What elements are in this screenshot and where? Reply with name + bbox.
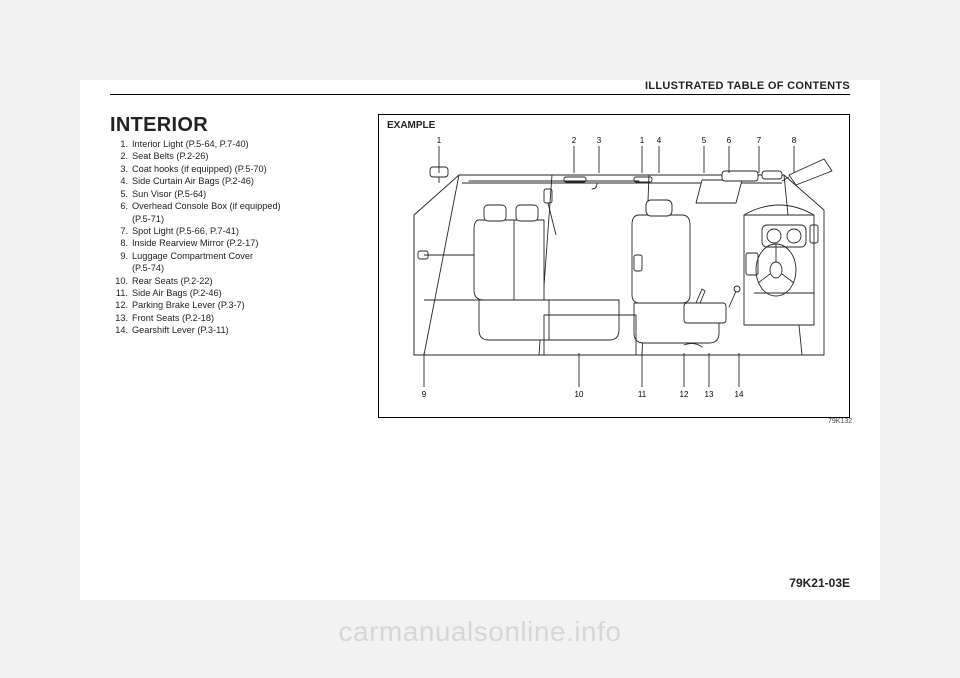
svg-text:3: 3 [597,136,602,145]
list-item-cont: (P.5-74) [110,262,360,274]
svg-text:9: 9 [422,390,427,399]
header-title: ILLUSTRATED TABLE OF CONTENTS [645,80,850,92]
list-item: 6.Overhead Console Box (if equipped) [110,200,360,212]
svg-text:8: 8 [792,136,797,145]
svg-text:10: 10 [575,390,584,399]
list-item-cont: (P.5-71) [110,213,360,225]
list-item: 13.Front Seats (P.2-18) [110,312,360,324]
svg-text:11: 11 [638,390,647,399]
manual-page: ILLUSTRATED TABLE OF CONTENTS INTERIOR 1… [80,80,880,600]
svg-text:12: 12 [680,390,689,399]
contents-list: 1.Interior Light (P.5-64, P.7-40)2.Seat … [110,138,360,337]
list-item: 7.Spot Light (P.5-66, P.7-41) [110,225,360,237]
figure-code: 79K132 [828,418,852,425]
figure-frame: EXAMPLE 12314567891011121314 [378,114,850,418]
list-item: 2.Seat Belts (P.2-26) [110,150,360,162]
header-rule [110,94,850,95]
list-item: 5.Sun Visor (P.5-64) [110,188,360,200]
list-item: 8.Inside Rearview Mirror (P.2-17) [110,237,360,249]
list-item: 11.Side Air Bags (P.2-46) [110,287,360,299]
list-item: 12.Parking Brake Lever (P.3-7) [110,299,360,311]
list-item: 4.Side Curtain Air Bags (P.2-46) [110,175,360,187]
list-item: 1.Interior Light (P.5-64, P.7-40) [110,138,360,150]
svg-text:2: 2 [572,136,577,145]
svg-text:7: 7 [757,136,762,145]
section-title: INTERIOR [110,114,208,137]
svg-text:4: 4 [657,136,662,145]
svg-text:13: 13 [705,390,714,399]
svg-text:1: 1 [640,136,645,145]
interior-diagram: 12314567891011121314 [384,125,844,415]
svg-text:1: 1 [437,136,442,145]
list-item: 10.Rear Seats (P.2-22) [110,275,360,287]
list-item: 9.Luggage Compartment Cover [110,250,360,262]
list-item: 3.Coat hooks (if equipped) (P.5-70) [110,163,360,175]
svg-text:6: 6 [727,136,732,145]
watermark: carmanualsonline.info [0,616,960,648]
list-item: 14.Gearshift Lever (P.3-11) [110,324,360,336]
footer-code: 79K21-03E [789,576,850,590]
svg-text:14: 14 [735,390,744,399]
svg-text:5: 5 [702,136,707,145]
